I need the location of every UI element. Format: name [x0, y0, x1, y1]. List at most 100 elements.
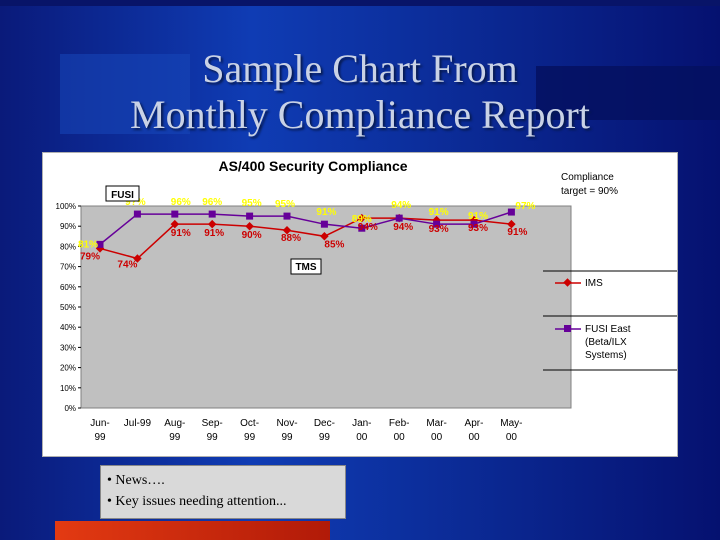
labels-ims: 79% 74% 91% 91% 90% 88% 85% 94% 94% 93% 93% 91% [80, 222, 528, 270]
svg-text:99: 99 [319, 432, 331, 443]
data-point-fusi [171, 210, 179, 218]
target-note-line-1: Compliance [561, 172, 614, 183]
svg-text:Mar-: Mar- [426, 418, 447, 429]
legend-label-fusi-line-2: (Beta/ILX [585, 337, 627, 348]
svg-text:00: 00 [506, 432, 518, 443]
y-tick-label: 0% [64, 404, 76, 413]
y-tick-label: 40% [60, 323, 76, 332]
data-point-fusi [507, 208, 515, 216]
svg-text:Aug-: Aug- [164, 418, 185, 429]
svg-text:May-: May- [500, 418, 522, 429]
y-tick-label: 90% [60, 222, 76, 231]
y-tick-label: 100% [56, 202, 76, 211]
data-label-fusi: 91% [468, 211, 488, 222]
y-tick-label: 20% [60, 364, 76, 373]
svg-text:99: 99 [207, 432, 219, 443]
labels-fusi: 81%9?% 96% 96% 95% 95%91%89%94%91% 91%97% [78, 197, 536, 250]
data-label-fusi: 9?% [125, 197, 146, 208]
data-point-fusi [96, 240, 104, 248]
svg-text:Feb-: Feb- [389, 418, 410, 429]
svg-text:Apr-: Apr- [465, 418, 484, 429]
data-label-ims: 74% [117, 260, 137, 271]
x-tick-label: Sep- 99 [202, 418, 223, 443]
title-line-1: Sample Chart From [202, 46, 518, 91]
svg-text:00: 00 [431, 432, 443, 443]
svg-text:99: 99 [94, 432, 106, 443]
x-tick-label: May- 00 [500, 418, 522, 443]
svg-text:00: 00 [356, 432, 368, 443]
data-point-fusi [133, 210, 141, 218]
svg-text:99: 99 [281, 432, 293, 443]
svg-text:Jan-: Jan- [352, 418, 371, 429]
data-label-ims: 94% [358, 222, 378, 233]
x-tick-label: Dec- 99 [314, 418, 335, 443]
series-line [99, 217, 512, 260]
data-label-ims: 91% [171, 228, 191, 239]
callout-fusi: FUSI [111, 190, 134, 201]
svg-text:Sep-: Sep- [202, 418, 223, 429]
x-tick-label: Jul-99 [124, 418, 152, 429]
data-point-fusi [246, 212, 254, 220]
y-tick-label: 60% [60, 283, 76, 292]
x-tick-label: Jun- 99 [90, 418, 109, 443]
data-label-ims: 79% [80, 251, 100, 262]
series-line [99, 211, 512, 245]
x-tick-label: Apr- 00 [465, 418, 484, 443]
data-point-fusi [433, 220, 441, 228]
y-axis: 0% 10% 20% 30% 40% 50% 60% 70% 80% 90% 100% [56, 202, 81, 413]
data-label-fusi: 89% [352, 214, 372, 225]
svg-text:Dec-: Dec- [314, 418, 335, 429]
svg-text:00: 00 [468, 432, 480, 443]
data-label-ims: 88% [281, 233, 301, 244]
x-tick-label: Feb- 00 [389, 418, 410, 443]
data-label-fusi: 81% [78, 239, 98, 250]
callout-tms-box [290, 258, 322, 275]
data-label-ims: 94% [393, 222, 413, 233]
y-tick-label: 10% [60, 384, 76, 393]
data-label-fusi: 94% [391, 200, 411, 211]
compliance-chart: AS/400 Security Compliance Compliance ta… [42, 152, 678, 457]
data-point-ims [170, 219, 180, 229]
y-tick-label: 50% [60, 303, 76, 312]
data-point-fusi [320, 220, 328, 228]
x-tick-label: Mar- 00 [426, 418, 447, 443]
y-tick-label: 80% [60, 242, 76, 251]
series-fusi [96, 208, 515, 248]
svg-text:Jun-: Jun- [90, 418, 109, 429]
data-label-fusi: 95% [275, 199, 295, 210]
x-tick-label: Aug- 99 [164, 418, 185, 443]
data-point-ims [507, 219, 516, 229]
title-line-2: Monthly Compliance Report [130, 92, 590, 137]
data-label-fusi: 91% [316, 207, 336, 218]
data-point-ims [207, 219, 217, 229]
svg-text:00: 00 [394, 432, 406, 443]
data-point-fusi [283, 212, 291, 220]
slide-title: Sample Chart From Monthly Compliance Rep… [0, 46, 720, 138]
data-point-fusi [208, 210, 216, 218]
data-label-fusi: 96% [171, 197, 191, 208]
callout-fusi-box [105, 185, 140, 202]
legend: IMS FUSI East (Beta/ILX Systems) [543, 270, 677, 371]
data-point-ims [282, 225, 292, 235]
data-label-ims: 93% [429, 224, 449, 235]
svg-text:99: 99 [169, 432, 181, 443]
data-point-fusi [358, 224, 366, 232]
svg-text:99: 99 [244, 432, 256, 443]
note-news: • News…. [107, 473, 165, 488]
data-label-fusi: 91% [429, 207, 449, 218]
svg-text:Nov-: Nov- [276, 418, 297, 429]
y-tick-label: 70% [60, 263, 76, 272]
chart-title: AS/400 Security Compliance [218, 158, 407, 174]
legend-label-ims: IMS [585, 278, 603, 289]
y-tick-label: 30% [60, 343, 76, 352]
deco-block-left [60, 54, 190, 134]
data-label-ims: 91% [507, 227, 527, 238]
notes-box: • News…. • Key issues needing attention.… [100, 465, 346, 519]
data-label-fusi: 96% [202, 197, 222, 208]
legend-label-fusi-line-1: FUSI East [585, 324, 631, 335]
x-tick-label: Oct- 99 [240, 418, 259, 443]
data-point-ims [245, 221, 254, 231]
data-label-ims: 93% [468, 223, 488, 234]
legend-marker-ims [563, 278, 572, 287]
